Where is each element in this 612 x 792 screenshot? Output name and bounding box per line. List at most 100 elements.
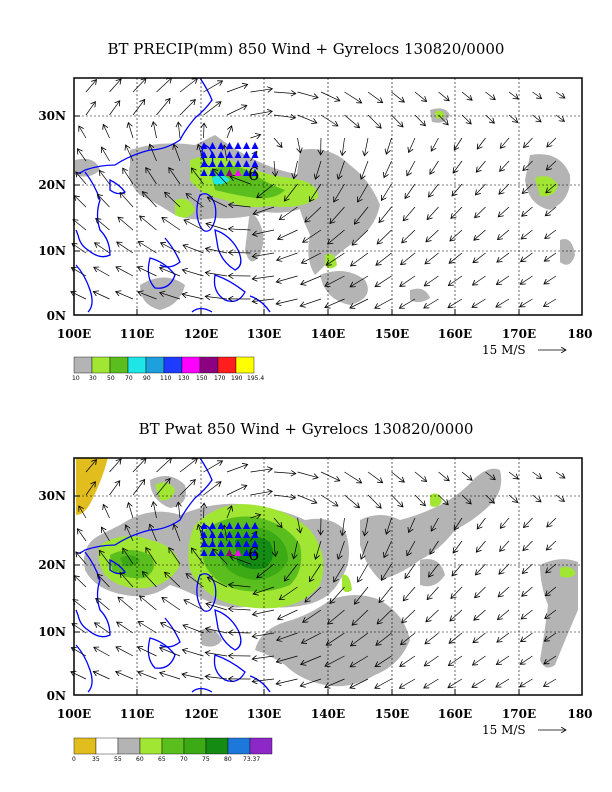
wind-vector: [132, 480, 145, 496]
wind-vector: [226, 485, 247, 496]
wind-vector: [402, 229, 416, 243]
wind-vector: [546, 540, 557, 550]
wind-vector: [74, 576, 87, 588]
wind-vector: [438, 471, 450, 481]
wind-vector: [103, 505, 110, 519]
panel1-title: BT PRECIP(mm) 850 Wind + Gyrelocs 130820…: [107, 40, 505, 58]
wind-vector: [273, 115, 295, 118]
wind-vector: [532, 114, 542, 122]
wind-vector: [461, 114, 471, 124]
wind-vector: [165, 572, 181, 588]
wind-vector: [426, 609, 439, 622]
wind-vector: [546, 563, 557, 573]
wind-vector: [350, 655, 369, 667]
wind-vector: [429, 563, 439, 577]
wind-vector: [206, 604, 228, 611]
wind-vector: [303, 609, 322, 622]
wind-vector: [384, 540, 392, 558]
wind-vector: [229, 585, 251, 587]
wind-vector: [485, 494, 495, 503]
gyre-triangle: [226, 169, 233, 176]
wind-vector: [544, 275, 557, 284]
panel2-legend-label: 70: [180, 756, 188, 763]
gyre-triangle: [243, 142, 250, 149]
gyre-triangle: [200, 531, 208, 538]
wind-vector: [153, 502, 156, 519]
wind-vector: [448, 275, 463, 286]
legend-swatch: [95, 737, 119, 755]
wind-vector: [96, 598, 110, 611]
legend-swatch: [73, 737, 97, 755]
wind-vector: [276, 655, 298, 662]
wind-vector: [325, 298, 345, 307]
wind-vector: [204, 503, 205, 519]
wind-vector: [498, 206, 510, 217]
wind-vector: [179, 79, 197, 93]
legend-swatch: [139, 737, 163, 755]
panel1-legend: [73, 356, 255, 374]
wind-vector: [297, 114, 317, 123]
wind-vector: [276, 275, 298, 282]
wind-vector: [361, 160, 369, 179]
wind-vector: [544, 252, 557, 261]
wind-vector: [253, 229, 275, 235]
wind-vector: [521, 252, 533, 262]
wind-vector: [376, 252, 392, 265]
wind-vector: [116, 267, 134, 277]
wind-vector: [453, 540, 463, 553]
wind-vector: [294, 540, 298, 559]
wind-vector: [485, 471, 496, 480]
wind-vector: [284, 183, 298, 201]
wind-vector: [123, 548, 134, 565]
panel1-lon-160e: 160E: [437, 327, 473, 341]
gyre-triangle: [243, 151, 250, 158]
wind-vector: [325, 275, 345, 286]
panel2-storm-symbol: 6: [248, 544, 259, 565]
wind-vector: [555, 114, 564, 121]
panel2-wind-vectors: [71, 458, 565, 688]
wind-vector: [76, 172, 87, 185]
wind-vector: [532, 91, 542, 99]
gyre-triangle: [251, 540, 259, 547]
wind-vector: [500, 517, 510, 528]
wind-vector: [409, 137, 416, 152]
wind-vector: [546, 183, 557, 193]
wind-vector: [424, 678, 439, 688]
wind-vector: [250, 135, 261, 138]
wind-vector: [450, 609, 463, 621]
wind-vector: [521, 229, 533, 239]
gyre-triangle: [251, 522, 259, 529]
gyre-triangle: [217, 549, 225, 556]
wind-vector: [150, 144, 157, 162]
wind-vector: [496, 275, 510, 285]
wind-vector: [277, 632, 298, 640]
wind-vector: [205, 653, 228, 657]
panel1-legend-label: 195.4: [247, 375, 265, 382]
wind-vector: [399, 678, 416, 688]
panel1-precip-shading: [75, 108, 575, 310]
wind-vector: [94, 647, 110, 657]
wind-vector: [226, 84, 248, 93]
wind-vector: [376, 632, 392, 645]
wind-vector: [472, 678, 486, 687]
wind-vector: [198, 145, 204, 162]
wind-vector: [429, 183, 439, 197]
wind-vector: [230, 176, 251, 185]
wind-vector: [207, 197, 228, 208]
wind-vector: [309, 183, 322, 202]
wind-vector: [273, 92, 296, 94]
wind-vector: [497, 252, 510, 262]
wind-vector: [544, 678, 557, 687]
panel1-lon-120e: 120E: [183, 327, 219, 341]
wind-vector: [174, 524, 181, 542]
wind-vector: [499, 183, 510, 194]
wind-vector: [545, 229, 557, 239]
wind-vector: [71, 292, 87, 300]
wind-vector: [191, 548, 204, 565]
wind-vector: [403, 206, 416, 221]
gyre-triangle: [234, 531, 242, 538]
wind-vector: [496, 678, 510, 687]
wind-vector: [498, 609, 510, 620]
wind-vector: [132, 458, 146, 473]
wind-vector: [351, 632, 369, 646]
